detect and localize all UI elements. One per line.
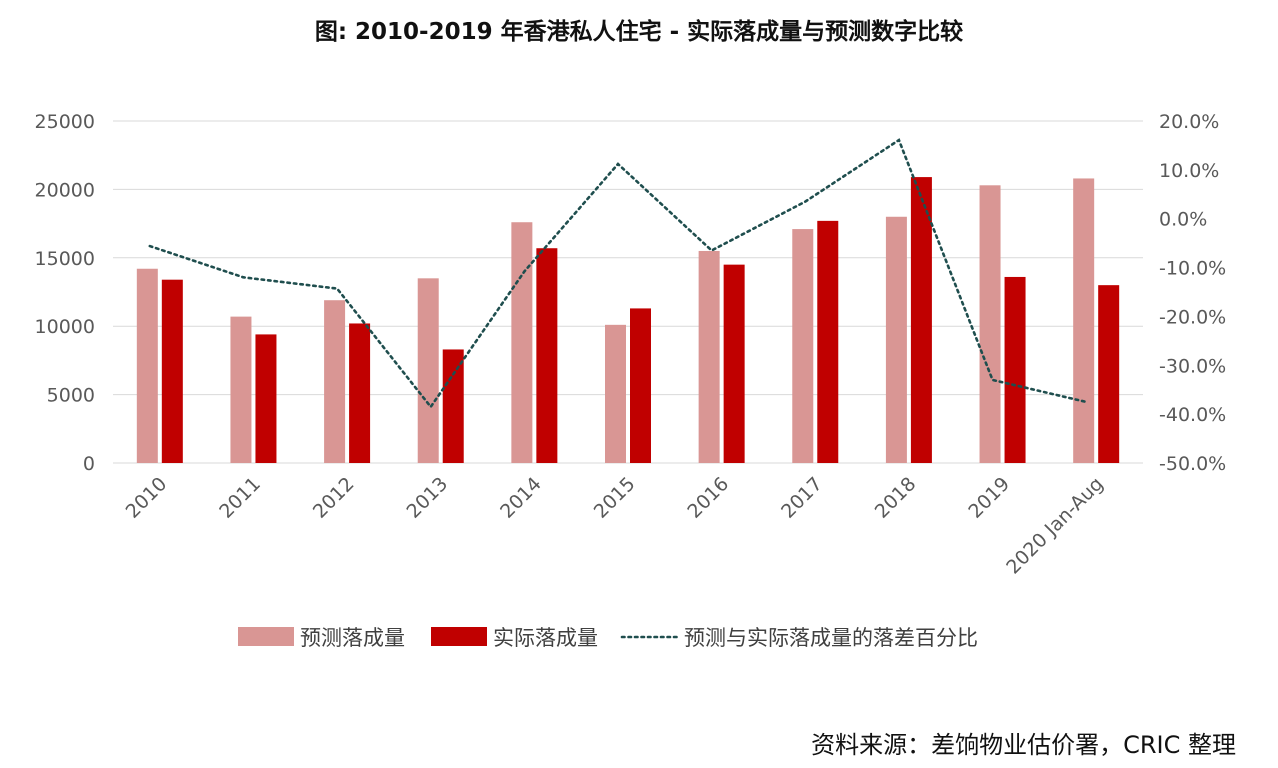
- category-label: 2015: [590, 473, 640, 523]
- category-label: 2017: [777, 473, 827, 523]
- diff-percentage-line: [148, 138, 1088, 409]
- line-layer: [148, 138, 1088, 409]
- forecast-bar: [417, 278, 439, 463]
- actual-bar: [442, 349, 464, 463]
- right-tick-label: -30.0%: [1159, 355, 1226, 377]
- legend-swatch-actual: [431, 627, 487, 646]
- legend-swatch-forecast: [238, 627, 294, 646]
- category-label: 2014: [496, 473, 546, 523]
- right-tick-label: 0.0%: [1159, 209, 1207, 231]
- category-label: 2012: [309, 473, 359, 523]
- right-tick-label: -10.0%: [1159, 258, 1226, 280]
- x-axis: 2010 2011 2012 2013 2014 2015 2016 2017 2018 2019…: [122, 473, 1108, 579]
- left-tick-label: 10000: [35, 316, 95, 338]
- actual-bar: [536, 248, 558, 463]
- actual-bar: [723, 264, 745, 463]
- category-label: 2019: [964, 473, 1014, 523]
- forecast-bar: [230, 316, 252, 463]
- forecast-bar: [136, 268, 158, 463]
- left-tick-label: 5000: [47, 385, 95, 407]
- left-tick-label: 20000: [35, 179, 95, 201]
- left-tick-label: 25000: [35, 111, 95, 133]
- grid-layer: [113, 120, 1143, 464]
- right-tick-label: 10.0%: [1159, 160, 1219, 182]
- left-axis: 0 5000 10000 15000 20000 25000: [35, 111, 95, 475]
- legend-label-forecast: 预测落成量: [300, 626, 405, 650]
- forecast-bar: [792, 229, 814, 463]
- legend-label-actual: 实际落成量: [493, 626, 598, 650]
- forecast-bar: [511, 222, 533, 463]
- right-tick-label: -40.0%: [1159, 404, 1226, 426]
- actual-bar: [161, 279, 183, 463]
- forecast-bar: [605, 324, 626, 463]
- left-tick-label: 0: [83, 453, 95, 475]
- actual-bar: [817, 220, 839, 463]
- bar-layer: [136, 177, 1120, 463]
- source-note: 资料来源：差饷物业估价署，CRIC 整理: [811, 731, 1236, 759]
- legend-label-diff: 预测与实际落成量的落差百分比: [684, 626, 978, 650]
- right-tick-label: 20.0%: [1159, 111, 1219, 133]
- forecast-bar: [1073, 178, 1095, 463]
- right-tick-label: -20.0%: [1159, 306, 1226, 328]
- chart-title: 图: 2010-2019 年香港私人住宅 - 实际落成量与预测数字比较: [314, 19, 964, 45]
- right-tick-label: -50.0%: [1159, 453, 1226, 475]
- category-label: 2011: [215, 473, 265, 523]
- actual-bar: [1004, 276, 1026, 463]
- left-tick-label: 15000: [35, 248, 95, 270]
- legend: 预测落成量 实际落成量 预测与实际落成量的落差百分比: [238, 626, 978, 650]
- forecast-bar: [885, 216, 907, 463]
- actual-bar: [1098, 285, 1120, 463]
- forecast-bar: [324, 300, 346, 463]
- actual-bar: [255, 334, 277, 463]
- category-label: 2020 Jan-Aug: [1002, 473, 1108, 579]
- actual-bar: [910, 177, 932, 463]
- actual-bar: [349, 323, 371, 463]
- category-label: 2016: [683, 473, 733, 523]
- forecast-bar: [698, 250, 720, 463]
- category-label: 2010: [122, 473, 172, 523]
- forecast-bar: [979, 185, 1001, 463]
- category-label: 2018: [871, 473, 921, 523]
- category-label: 2013: [403, 473, 453, 523]
- actual-bar: [630, 308, 651, 463]
- right-axis: -50.0% -40.0% -30.0% -20.0% -10.0% 0.0% 10.0% 2…: [1159, 111, 1226, 475]
